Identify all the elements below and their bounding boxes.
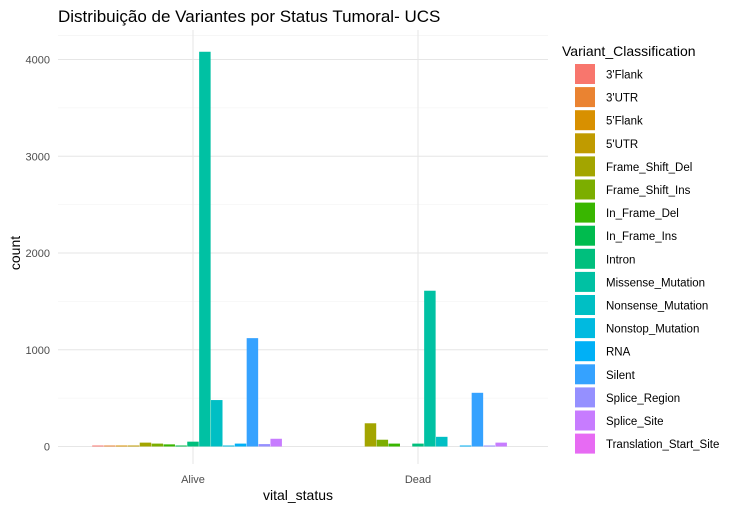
legend-label: Splice_Site bbox=[606, 416, 664, 428]
bar-alive-rna bbox=[234, 443, 247, 447]
legend-key bbox=[575, 364, 595, 385]
bar-alive-frame-shift-ins bbox=[151, 443, 164, 447]
legend-key bbox=[575, 318, 595, 339]
y-tick-label: 3000 bbox=[26, 151, 50, 163]
legend-label: In_Frame_Del bbox=[606, 208, 679, 220]
bar-dead-intron bbox=[412, 443, 424, 447]
bar-dead-splice-region bbox=[483, 445, 496, 447]
bar-dead-silent bbox=[471, 392, 484, 447]
bar-alive-in-frame-ins bbox=[175, 445, 187, 447]
legend-label: RNA bbox=[606, 347, 631, 359]
bar-alive-5-utr bbox=[127, 445, 140, 447]
bar-alive-intron bbox=[187, 441, 199, 447]
legend-key bbox=[575, 271, 595, 292]
legend-key bbox=[575, 64, 595, 84]
chart-title: Distribuição de Variantes por Status Tum… bbox=[58, 7, 440, 26]
bar-dead-frame-shift-del bbox=[364, 423, 377, 447]
x-tick-label: Dead bbox=[405, 474, 431, 486]
legend-label: Silent bbox=[606, 370, 636, 382]
legend-label: Missense_Mutation bbox=[606, 277, 705, 289]
bar-alive-silent bbox=[246, 338, 259, 447]
legend-title: Variant_Classification bbox=[562, 43, 696, 59]
legend-key bbox=[575, 410, 595, 431]
bar-dead-missense-mutation bbox=[424, 290, 436, 447]
legend-key bbox=[575, 387, 595, 408]
legend-key bbox=[575, 87, 595, 108]
legend-key bbox=[575, 295, 595, 315]
legend-label: In_Frame_Ins bbox=[606, 231, 677, 243]
legend-key bbox=[575, 110, 595, 131]
legend-label: 3'Flank bbox=[606, 70, 643, 82]
bar-alive-missense-mutation bbox=[199, 51, 211, 447]
legend-label: Intron bbox=[606, 254, 635, 266]
x-axis-title: vital_status bbox=[263, 487, 333, 503]
bar-dead-in-frame-del bbox=[388, 443, 400, 447]
y-tick-label: 0 bbox=[44, 442, 50, 454]
y-tick-label: 1000 bbox=[26, 345, 50, 357]
legend-key bbox=[575, 179, 595, 200]
legend-label: Splice_Region bbox=[606, 393, 680, 405]
legend: 3'Flank 3'UTR 5'Flank 5'UTR Frame_Shift_Del F… bbox=[575, 64, 719, 454]
y-axis-ticks: 0 1000 2000 3000 4000 bbox=[26, 55, 50, 454]
legend-key bbox=[575, 225, 595, 246]
bar-dead-splice-site bbox=[495, 442, 507, 447]
legend-key bbox=[575, 133, 595, 154]
bar-alive-splice-site bbox=[270, 438, 282, 447]
legend-key bbox=[575, 248, 595, 269]
legend-label: Nonstop_Mutation bbox=[606, 324, 699, 336]
legend-label: 3'UTR bbox=[606, 93, 638, 105]
x-tick-label: Alive bbox=[181, 474, 205, 486]
bar-dead-nonsense-mutation bbox=[436, 436, 448, 447]
legend-label: Frame_Shift_Del bbox=[606, 162, 692, 174]
x-axis-ticks: Alive Dead bbox=[181, 474, 431, 486]
bar-alive-5-flank bbox=[115, 445, 128, 447]
bar-alive-3-utr bbox=[104, 445, 116, 447]
grid bbox=[58, 30, 548, 464]
legend-label: Frame_Shift_Ins bbox=[606, 185, 691, 197]
bar-dead-frame-shift-ins bbox=[376, 439, 389, 447]
bar-alive-nonsense-mutation bbox=[211, 400, 223, 447]
legend-key bbox=[575, 202, 595, 223]
y-tick-label: 2000 bbox=[26, 248, 50, 260]
legend-key bbox=[575, 341, 595, 362]
y-axis-title: count bbox=[7, 236, 23, 270]
legend-key bbox=[575, 433, 595, 454]
legend-label: Translation_Start_Site bbox=[606, 439, 719, 451]
bar-alive-in-frame-del bbox=[163, 444, 175, 447]
bar-dead-rna bbox=[459, 445, 472, 447]
bar-alive-3-flank bbox=[92, 445, 104, 447]
bar-alive-frame-shift-del bbox=[139, 442, 152, 447]
legend-label: Nonsense_Mutation bbox=[606, 301, 708, 313]
legend-key bbox=[575, 156, 595, 177]
legend-label: 5'UTR bbox=[606, 139, 638, 151]
bar-alive-nonstop-mutation bbox=[222, 445, 235, 447]
bar-alive-splice-region bbox=[258, 444, 271, 447]
y-tick-label: 4000 bbox=[26, 55, 50, 67]
bars bbox=[92, 51, 507, 447]
legend-label: 5'Flank bbox=[606, 116, 643, 128]
